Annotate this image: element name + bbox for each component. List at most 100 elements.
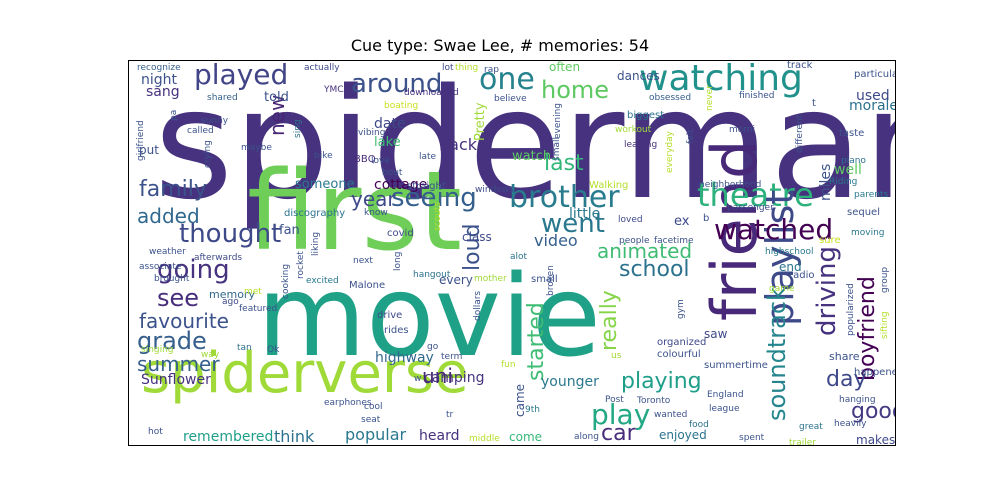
word-remembered: remembered [183, 429, 274, 445]
word-facetime: facetime [654, 236, 694, 246]
word-radio: radio [789, 270, 815, 281]
word-highway: highway [375, 350, 434, 366]
word-workout: workout [615, 125, 652, 135]
word-wanted: wanted [654, 410, 688, 420]
chart-title: Cue type: Swae Lee, # memories: 54 [350, 36, 650, 55]
word-girlfriend: girlfriend [136, 120, 146, 161]
word-ex: ex [674, 214, 690, 229]
word-walking: Walking [589, 180, 629, 191]
word-middle: middle [469, 434, 500, 444]
word-lake: lake [374, 135, 401, 150]
word-movie: movie [257, 252, 601, 382]
word-called: called [187, 126, 214, 136]
word-brother: brother [509, 180, 620, 215]
word-sure: sure [819, 235, 841, 246]
word-drive: drive [377, 310, 403, 321]
word-summer: summer [137, 352, 220, 376]
word-video: video [534, 231, 578, 250]
word-neighborhood: neighborhood [699, 180, 762, 190]
word-playing: playing [621, 369, 702, 394]
word-heard: heard [419, 428, 460, 444]
word-parents: parents [854, 190, 889, 200]
word-favourite: favourite [139, 309, 229, 333]
word-see: see [157, 284, 200, 312]
word-food: food [689, 420, 709, 430]
word-windows: windows [475, 185, 514, 195]
word-popularized: popularized [846, 283, 856, 336]
word-younger: younger [541, 374, 599, 390]
word-often: often [549, 60, 581, 74]
word-one: one [479, 62, 535, 97]
word-term: term [441, 352, 463, 362]
word-discography: discography [284, 208, 346, 219]
word-pretty: Pretty [473, 102, 488, 141]
word-toronto: Toronto [637, 396, 671, 406]
word-thing: thing [455, 63, 479, 73]
word-around: around [351, 69, 443, 99]
word-biggest: biggest [627, 110, 665, 121]
word-earphones: earphones [324, 398, 372, 408]
word-rides: rides [384, 325, 409, 336]
word-next: next [353, 256, 373, 266]
word-believe: believe [494, 94, 527, 104]
word-go: go [427, 342, 439, 352]
word-liking: liking [311, 231, 321, 256]
word-spent: spent [739, 433, 765, 443]
word-first: first [247, 147, 462, 275]
word-brought: brought [154, 274, 190, 284]
word-night: night [141, 72, 178, 88]
word-soundtrack: soundtrack [763, 287, 791, 421]
word-last: last [544, 151, 584, 176]
word-come: come [509, 430, 543, 444]
word-cloud: spiderman movie first spiderverse friend watc… [128, 60, 896, 446]
word-along: along [574, 432, 599, 442]
word-family: family [139, 177, 207, 202]
word-vibing: vibing [358, 128, 386, 138]
word-morni: morni [729, 125, 756, 135]
word-associate: associate [139, 262, 182, 272]
word-boating: boating [384, 101, 419, 111]
word-every: every [439, 273, 473, 287]
word-game: game [769, 284, 795, 294]
word-actually: actually [304, 63, 340, 73]
word-felt: felt [686, 129, 696, 144]
word-used: used [856, 88, 890, 104]
word-b: b [703, 213, 710, 224]
word-cool: cool [364, 402, 383, 412]
word-weather: weather [149, 247, 186, 257]
word-loved: loved [618, 215, 643, 225]
word-happened: happened [854, 367, 895, 378]
word-highschool: highschool [765, 247, 814, 257]
word-school: school [619, 257, 690, 282]
word-rap: rap [484, 65, 499, 75]
word-car: car [601, 421, 636, 446]
word-sunny: sunny [201, 116, 229, 126]
word-put: put [139, 143, 159, 157]
word-w: w [414, 374, 422, 384]
word-animated: animated [597, 239, 693, 263]
word-camping: camping [424, 370, 485, 386]
word-back: back [439, 135, 478, 154]
word-home: home [541, 76, 610, 104]
word-passenger: passenger [727, 203, 774, 213]
word-people: people [619, 236, 650, 246]
word-dollars: dollars [473, 290, 483, 321]
word-gym: gym [676, 299, 686, 319]
word-leading: leading [624, 140, 658, 150]
word-cottage: cottage [374, 177, 428, 193]
word-obsessed: obsessed [649, 93, 692, 103]
word-organized: organized [657, 337, 707, 348]
word-hot: hot [148, 427, 163, 437]
word-sang: sang [146, 84, 180, 100]
word-taste: taste [839, 128, 865, 139]
word-memory: memory [209, 288, 255, 301]
word-spiderverse: spiderverse [141, 341, 469, 406]
word-tan: tan [237, 343, 252, 353]
word-featured: featured [239, 304, 278, 314]
word-saw: saw [704, 327, 728, 341]
word-way: way [201, 350, 220, 360]
word-league: league [709, 404, 740, 414]
word-scouts: scouts [433, 201, 443, 231]
word-little: little [569, 206, 601, 222]
word-finished: finished [739, 91, 775, 101]
